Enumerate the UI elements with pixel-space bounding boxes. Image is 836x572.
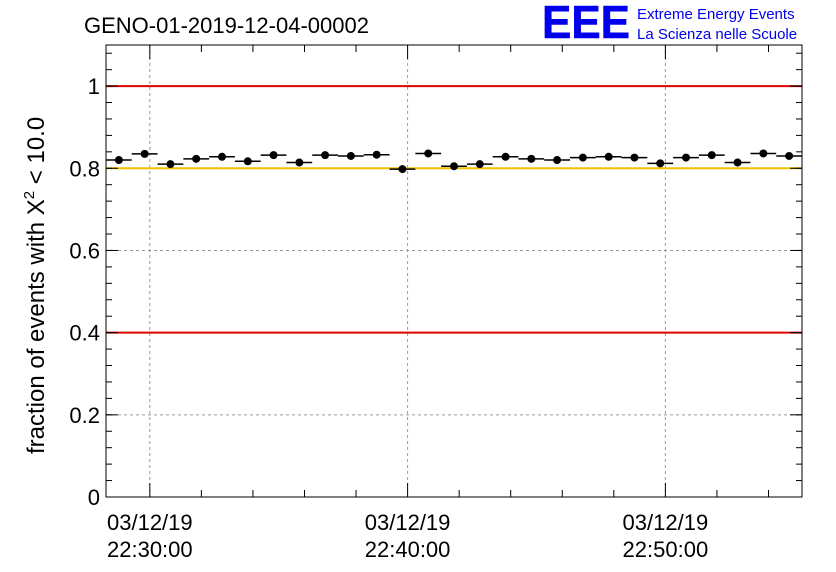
data-point (338, 151, 364, 160)
y-tick-label: 0 (88, 485, 100, 510)
data-point (363, 150, 390, 159)
data-point (673, 153, 699, 162)
data-point-marker (424, 149, 433, 158)
data-point (621, 153, 648, 162)
y-tick-label: 0.8 (69, 156, 100, 181)
data-point (518, 154, 545, 163)
data-point-marker (733, 158, 742, 167)
x-tick-labels: 03/12/1922:30:0003/12/1922:40:0003/12/19… (107, 510, 708, 562)
data-point (234, 157, 261, 166)
x-tick-date: 03/12/19 (623, 510, 709, 535)
data-point-marker (527, 154, 536, 163)
data-point (750, 149, 777, 158)
axis-ticks (106, 45, 802, 498)
y-axis-label: fraction of events with X2 < 10.0 (21, 117, 50, 454)
data-point (595, 152, 622, 161)
y-axis-label-main: fraction of events with (23, 215, 50, 454)
logo-line2: La Scienza nelle Scuole (637, 26, 797, 43)
data-point (647, 159, 674, 168)
data-point-marker (114, 156, 123, 165)
data-point (415, 149, 442, 158)
data-point-marker (243, 157, 252, 166)
data-point (131, 149, 158, 158)
chart-title: GENO-01-2019-12-04-00002 (84, 13, 369, 38)
grid-layer (106, 45, 802, 498)
y-tick-label: 0.2 (69, 403, 100, 428)
data-point (389, 165, 416, 174)
data-point-marker (475, 160, 484, 169)
data-point (260, 151, 287, 160)
data-point (698, 151, 725, 160)
x-tick-time: 22:50:00 (623, 537, 709, 562)
y-tick-label: 0.6 (69, 238, 100, 263)
data-point (106, 156, 132, 165)
data-point-marker (553, 156, 562, 165)
data-point-marker (321, 151, 330, 160)
x-tick-date: 03/12/19 (107, 510, 193, 535)
data-point (441, 162, 467, 171)
data-point-marker (450, 162, 458, 171)
x-tick-time: 22:30:00 (107, 537, 193, 562)
data-point-marker (656, 159, 665, 168)
data-point-marker (785, 151, 794, 160)
eee-logo: EEE Extreme Energy Events La Scienza nel… (542, 0, 797, 48)
reference-lines (106, 85, 802, 334)
data-point-marker (578, 153, 587, 162)
data-points (106, 149, 802, 174)
data-point-marker (398, 165, 407, 174)
data-point-marker (372, 150, 381, 159)
data-point (183, 154, 210, 163)
logo-mark: EEE (542, 0, 630, 48)
data-point-marker (140, 149, 149, 158)
y-axis-label-tail: < 10.0 (23, 117, 50, 191)
data-point-marker (346, 151, 355, 160)
data-point (492, 152, 519, 161)
data-point-marker (269, 151, 278, 160)
y-tick-label: 1 (88, 74, 100, 99)
y-tick-label: 0.4 (69, 321, 100, 346)
logo-line1: Extreme Energy Events (637, 6, 795, 23)
data-point (570, 153, 596, 162)
data-point-marker (295, 158, 304, 167)
data-point-marker (707, 151, 716, 160)
data-point (466, 160, 493, 169)
y-axis-label-chi: X (23, 199, 50, 215)
data-point-marker (682, 153, 690, 162)
plot-frame (105, 44, 803, 498)
data-point (209, 152, 235, 161)
data-point-marker (604, 152, 613, 161)
data-point (286, 158, 313, 167)
data-point-marker (501, 152, 510, 161)
data-point (157, 160, 184, 169)
data-point-marker (192, 154, 201, 163)
x-tick-time: 22:40:00 (365, 537, 451, 562)
y-axis-label-power: 2 (21, 191, 38, 199)
data-point-marker (630, 153, 639, 162)
data-point-marker (166, 160, 175, 169)
data-point-marker (218, 152, 226, 161)
y-tick-labels: 0 0.2 0.4 0.6 0.8 1 (69, 74, 100, 510)
x-tick-date: 03/12/19 (365, 510, 451, 535)
data-point (776, 151, 802, 160)
data-point-marker (759, 149, 768, 158)
data-point (312, 151, 338, 160)
data-point (544, 156, 570, 165)
data-point (724, 158, 751, 167)
